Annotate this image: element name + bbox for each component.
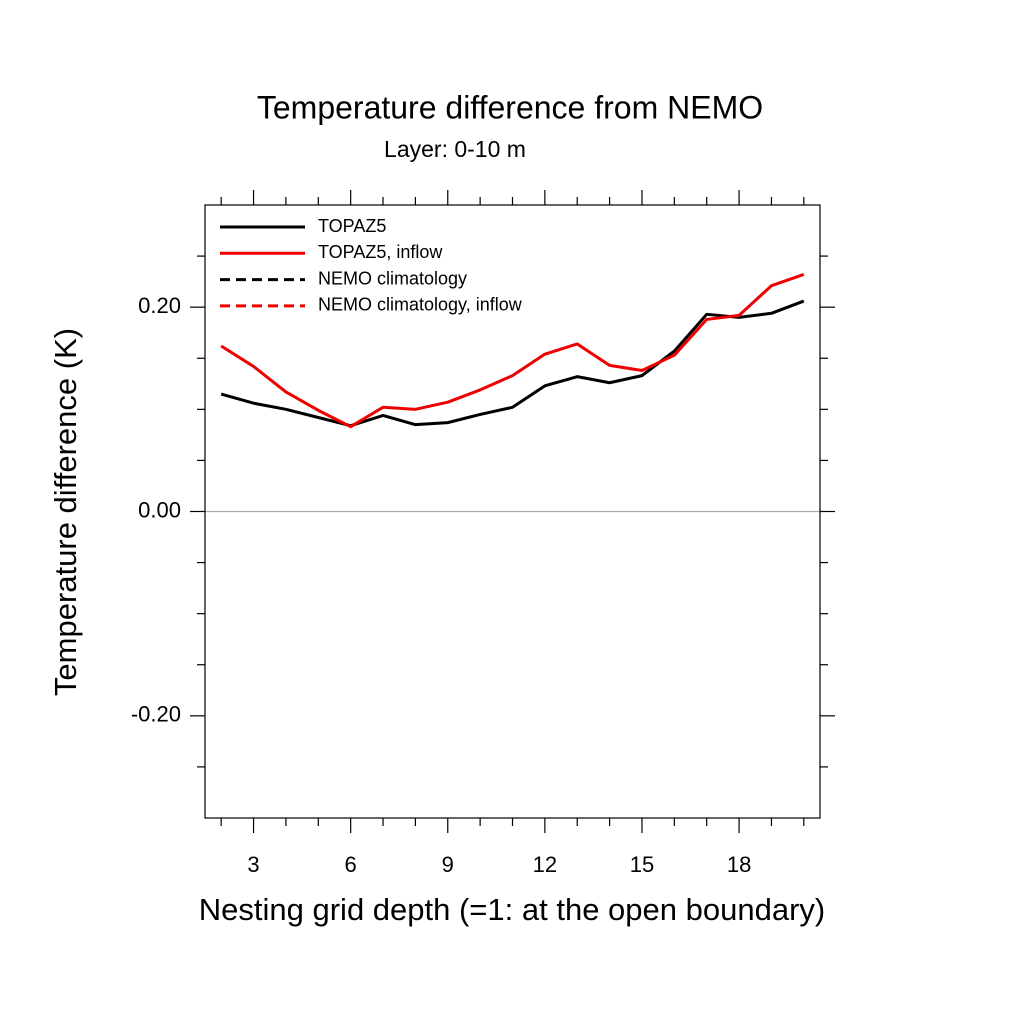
x-tick-label: 12	[533, 852, 557, 877]
x-tick-label: 6	[345, 852, 357, 877]
series-line	[220, 273, 805, 429]
legend-label: NEMO climatology, inflow	[318, 295, 523, 315]
y-tick-label: -0.20	[131, 702, 181, 727]
y-tick-label: 0.00	[138, 497, 181, 522]
y-tick-label: 0.20	[138, 293, 181, 318]
y-axis-label: Temperature difference (K)	[48, 328, 83, 696]
chart-title: Temperature difference from NEMO	[257, 89, 763, 125]
series-line	[220, 299, 805, 428]
chart-subtitle: Layer: 0-10 m	[384, 136, 526, 162]
legend-label: TOPAZ5	[318, 216, 386, 236]
x-axis-label: Nesting grid depth (=1: at the open boun…	[199, 892, 825, 927]
x-tick-label: 9	[442, 852, 454, 877]
x-tick-label: 18	[727, 852, 751, 877]
legend-label: NEMO climatology	[318, 268, 467, 288]
legend-label: TOPAZ5, inflow	[318, 242, 443, 262]
x-tick-label: 3	[247, 852, 259, 877]
x-tick-label: 15	[630, 852, 654, 877]
